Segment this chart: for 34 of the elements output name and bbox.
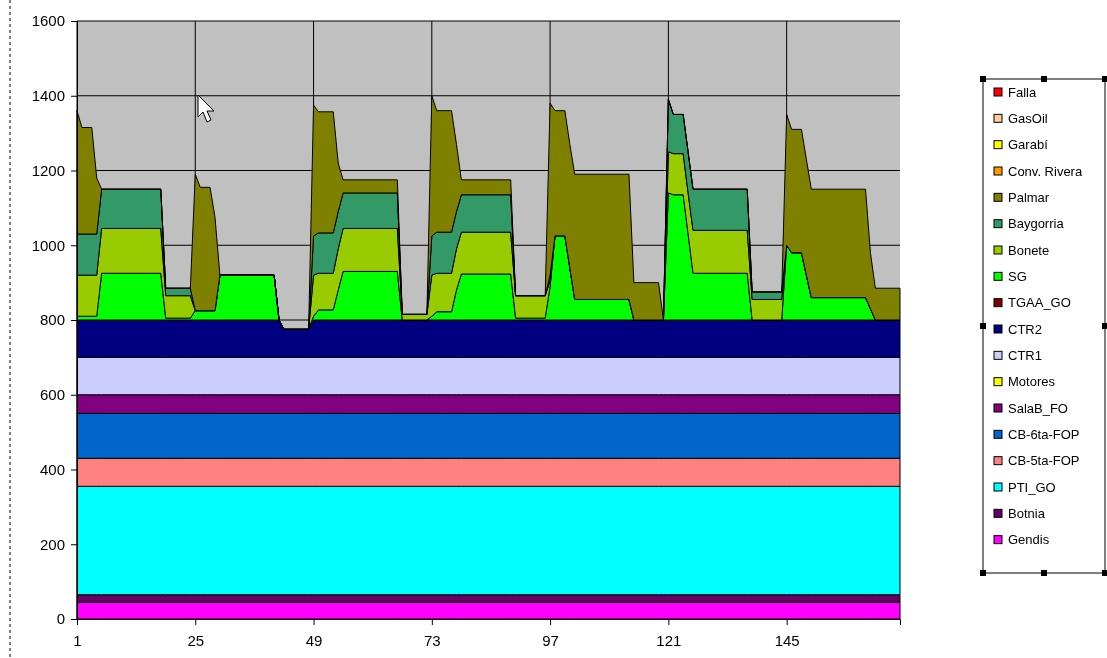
y-tick-label: 1600 <box>31 12 65 30</box>
x-tick-label: 1 <box>73 631 82 649</box>
legend-label: SalaB_FO <box>1008 400 1068 416</box>
legend-label: CTR1 <box>1008 347 1042 363</box>
legend-label: Gendis <box>1008 532 1050 548</box>
y-tick-label: 400 <box>39 460 65 478</box>
y-tick-label: 1000 <box>31 236 65 254</box>
x-tick-label: 25 <box>187 631 205 649</box>
x-tick-label: 49 <box>305 631 323 649</box>
x-tick-label: 121 <box>656 631 682 649</box>
legend-label: Falla <box>1008 84 1037 100</box>
y-tick-label: 200 <box>39 535 65 553</box>
legend-label: GasOil <box>1008 110 1048 126</box>
legend-label: Baygorria <box>1008 216 1065 232</box>
legend-label: Garabí <box>1008 137 1049 153</box>
y-tick-label: 600 <box>39 386 65 404</box>
legend-label: SG <box>1008 268 1027 284</box>
x-tick-label: 97 <box>542 631 559 649</box>
y-tick-label: 800 <box>39 311 65 329</box>
legend-label: CTR2 <box>1008 321 1042 337</box>
legend-label: Bonete <box>1008 242 1050 258</box>
y-tick-label: 1200 <box>31 161 65 179</box>
legend-label: CB-5ta-FOP <box>1008 453 1080 469</box>
legend-label: Botnia <box>1008 505 1046 521</box>
legend-label: CB-6ta-FOP <box>1008 426 1080 442</box>
y-tick-label: 0 <box>56 610 65 628</box>
legend-label: Motores <box>1008 374 1056 390</box>
legend-label: TGAA_GO <box>1008 295 1071 311</box>
y-tick-label: 1400 <box>31 87 65 105</box>
x-tick-label: 73 <box>423 631 441 649</box>
legend-label: PTI_GO <box>1008 479 1056 495</box>
x-tick-label: 145 <box>774 631 800 649</box>
legend-label: Conv. Rivera <box>1008 163 1083 179</box>
legend-label: Palmar <box>1008 189 1050 205</box>
